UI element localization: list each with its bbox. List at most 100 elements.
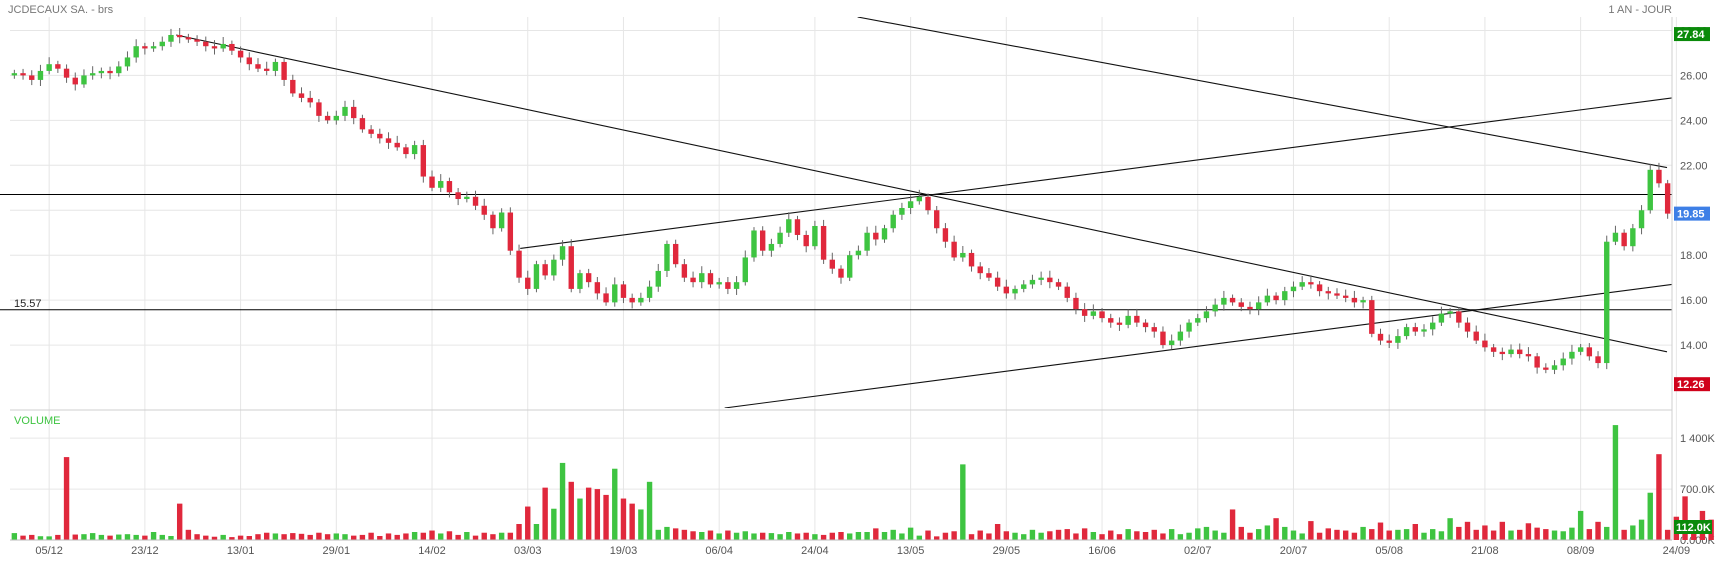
price-tag <box>1674 377 1710 392</box>
candle-body <box>742 257 748 283</box>
volume-bar <box>1430 529 1436 540</box>
volume-bar <box>1282 526 1288 540</box>
volume-bar <box>707 530 714 540</box>
candle-body <box>37 70 44 80</box>
volume-bar <box>211 536 218 540</box>
candle-body <box>1099 311 1105 319</box>
volume-bar <box>1369 529 1375 540</box>
volume-bar <box>150 532 157 540</box>
candle-body <box>89 73 96 76</box>
volume-bar <box>1395 529 1401 540</box>
candle-body <box>1560 358 1566 366</box>
volume-bar <box>1099 534 1105 540</box>
candle-body <box>1482 340 1488 348</box>
volume-bar <box>385 533 392 540</box>
candle-body <box>1438 313 1445 323</box>
volume-bar <box>81 534 87 540</box>
volume-bar <box>1342 530 1349 540</box>
volume-bar <box>1003 531 1010 540</box>
candle-body <box>411 145 418 155</box>
volume-bar <box>368 532 374 540</box>
volume-bar <box>916 535 923 540</box>
volume-bar <box>1473 529 1479 540</box>
volume-bar <box>1664 529 1671 540</box>
volume-bar <box>1438 531 1445 540</box>
candle-body <box>176 34 183 38</box>
candle-body <box>133 46 139 58</box>
volume-bar <box>1142 532 1149 540</box>
date-tick-label: 06/04 <box>705 545 733 557</box>
candlesticks <box>11 28 1671 375</box>
volume-bar <box>986 533 992 540</box>
volume-bar <box>1490 530 1497 540</box>
volume-bar <box>1195 528 1201 540</box>
date-tick-label: 03/03 <box>514 545 542 557</box>
candle-body <box>1055 282 1062 287</box>
date-tick-label: 24/09 <box>1663 545 1691 557</box>
candle-body <box>699 273 705 283</box>
trend-line <box>724 283 1672 408</box>
candle-body <box>1290 286 1297 292</box>
volume-tag: 112.0K <box>1674 520 1712 534</box>
candle-body <box>847 255 853 278</box>
volume-bar <box>1116 534 1123 540</box>
candle-body <box>777 232 783 244</box>
volume-bar <box>864 532 870 540</box>
candle-body <box>351 106 357 119</box>
volume-bar <box>46 536 52 540</box>
candle-body <box>1517 349 1523 355</box>
volume-bar <box>1177 534 1184 540</box>
candle-body <box>1473 331 1479 341</box>
volume-bar <box>11 533 18 540</box>
volume-bar <box>403 533 409 540</box>
volume-bar <box>1543 529 1549 540</box>
volume-bar <box>838 532 844 540</box>
volume-bar <box>638 509 644 540</box>
candle-body <box>1412 327 1419 332</box>
volume-bar <box>655 529 661 540</box>
candle-body <box>116 66 122 74</box>
volume-bar <box>646 481 653 540</box>
candle-body <box>420 145 427 177</box>
volume-bar <box>525 506 531 540</box>
volume-bar <box>794 533 801 540</box>
volume-bar <box>1604 526 1610 540</box>
volume-bar <box>542 487 548 540</box>
candle-body <box>1003 286 1010 294</box>
candle-body <box>281 61 287 80</box>
candle-body <box>490 214 496 229</box>
volume-bar <box>20 535 26 540</box>
candle-body <box>150 46 157 49</box>
candle-body <box>1630 228 1636 247</box>
volume-bar <box>777 534 783 540</box>
candle-body <box>1299 282 1305 287</box>
volume-bar <box>168 536 174 540</box>
candle-body <box>1134 315 1140 323</box>
date-tick-label: 20/07 <box>1280 545 1308 557</box>
candle-body <box>1229 297 1236 303</box>
candle-body <box>1490 347 1497 352</box>
volume-bar <box>1447 518 1453 540</box>
volume-bar <box>1586 529 1593 540</box>
candle-body <box>672 243 679 265</box>
volume-bar <box>1108 530 1114 540</box>
candle-body <box>638 297 644 303</box>
candle-body <box>316 102 322 116</box>
price-tag-label: 12.26 <box>1677 379 1705 391</box>
volume-bar <box>1456 526 1462 540</box>
candle-body <box>1421 329 1427 332</box>
volume-bar <box>159 534 165 540</box>
volume-bar <box>359 534 366 540</box>
period-label[interactable]: 1 AN - JOUR <box>1608 4 1672 16</box>
volume-bar <box>1029 529 1036 540</box>
date-tick-label: 16/06 <box>1088 545 1116 557</box>
candle-body <box>20 73 26 76</box>
candle-body <box>255 64 261 69</box>
candle-body <box>716 282 722 285</box>
candle-body <box>751 230 757 258</box>
volume-bar <box>1038 532 1044 540</box>
price-tag-label: 27.84 <box>1677 29 1705 41</box>
candle-body <box>1464 322 1471 332</box>
volume-bar <box>333 533 340 540</box>
volume-tag-label: 112.0K <box>1676 522 1711 534</box>
